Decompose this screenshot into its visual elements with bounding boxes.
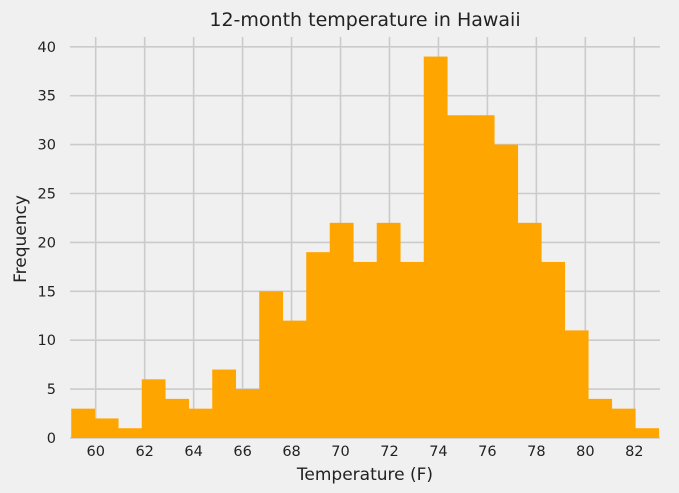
- x-tick-label: 72: [380, 444, 398, 460]
- y-tick-label: 20: [38, 235, 56, 251]
- x-tick-label: 60: [86, 444, 104, 460]
- histogram-bar: [517, 222, 542, 438]
- x-tick-label: 80: [576, 444, 594, 460]
- x-tick-label: 76: [478, 444, 496, 460]
- x-tick-label: 68: [282, 444, 300, 460]
- histogram-bar: [235, 389, 260, 438]
- histogram-bar: [611, 408, 636, 438]
- chart-title: 12-month temperature in Hawaii: [209, 9, 520, 31]
- histogram-bar: [470, 115, 495, 439]
- x-axis-label: Temperature (F): [296, 465, 433, 485]
- histogram-bar: [188, 408, 213, 438]
- x-tick-label: 66: [233, 444, 251, 460]
- histogram-bar: [282, 320, 307, 438]
- y-tick-label: 15: [38, 284, 56, 300]
- histogram-bar: [71, 408, 96, 438]
- x-tick-label: 70: [331, 444, 349, 460]
- histogram-bar: [541, 261, 566, 438]
- histogram-bar: [447, 115, 472, 439]
- x-tick-label: 74: [429, 444, 447, 460]
- histogram-bar: [400, 261, 425, 438]
- y-tick-label: 10: [38, 333, 56, 349]
- tick-layer: 60 62 64 66 68 70 72 74 76 78 80 82 0 5 10 15 20 25 30 35 40: [38, 40, 644, 460]
- histogram-bar: [376, 222, 401, 438]
- histogram-bar: [141, 379, 166, 438]
- histogram-bar: [212, 369, 237, 438]
- y-tick-label: 5: [47, 382, 56, 398]
- histogram-bar: [353, 261, 378, 438]
- y-tick-label: 35: [38, 89, 56, 105]
- y-tick-label: 25: [38, 186, 56, 202]
- y-tick-label: 0: [47, 431, 56, 447]
- y-tick-label: 30: [38, 138, 56, 154]
- histogram-bar: [588, 398, 613, 438]
- y-axis-label: Frequency: [11, 195, 31, 283]
- histogram-bar: [564, 330, 589, 438]
- histogram-bar: [94, 418, 119, 438]
- y-tick-label: 40: [38, 40, 56, 56]
- histogram-bar: [494, 144, 519, 438]
- histogram-bar: [118, 428, 143, 438]
- histogram-bar: [329, 222, 354, 438]
- histogram-bar: [423, 56, 448, 438]
- x-tick-label: 78: [527, 444, 545, 460]
- bar-layer: [71, 56, 660, 439]
- histogram-bar: [165, 398, 190, 438]
- histogram-bar: [306, 252, 331, 438]
- histogram-bar: [259, 291, 284, 438]
- x-tick-label: 82: [625, 444, 643, 460]
- x-tick-label: 62: [135, 444, 153, 460]
- histogram-bar: [635, 428, 660, 438]
- x-tick-label: 64: [184, 444, 202, 460]
